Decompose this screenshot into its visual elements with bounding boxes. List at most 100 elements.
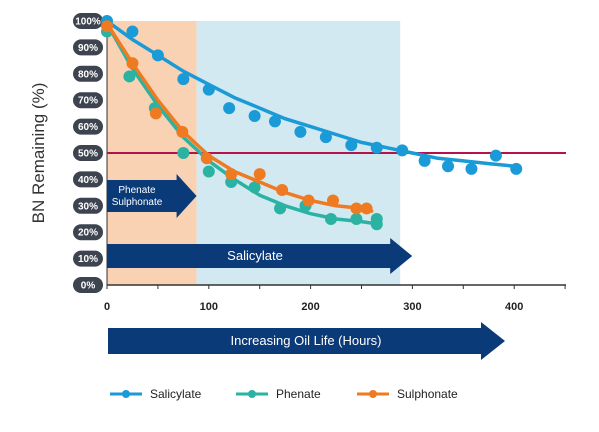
arrow-label: Increasing Oil Life (Hours) bbox=[231, 333, 382, 348]
salicylate-point bbox=[248, 110, 261, 123]
phenate-trend-line bbox=[105, 21, 382, 227]
y-tick: 70% bbox=[73, 92, 103, 109]
legend-label: Salicylate bbox=[150, 387, 202, 401]
salicylate-point bbox=[126, 25, 139, 38]
salicylate-point bbox=[465, 162, 478, 175]
y-tick-label: 70% bbox=[78, 96, 98, 107]
legend-marker bbox=[122, 390, 130, 398]
salicylate-point bbox=[294, 125, 307, 138]
axes bbox=[106, 15, 566, 289]
salicylate-point bbox=[268, 115, 281, 128]
y-axis-label: BN Remaining (%) bbox=[29, 83, 48, 224]
y-tick-pill bbox=[73, 224, 103, 241]
sulphonate-trend-line bbox=[105, 21, 374, 213]
phenate-point bbox=[202, 165, 215, 178]
y-tick-label: 10% bbox=[78, 254, 98, 265]
sulphonate-point bbox=[200, 152, 213, 165]
sulphonate-point bbox=[149, 107, 162, 120]
y-tick: 10% bbox=[73, 250, 103, 267]
salicylate-point bbox=[319, 131, 332, 144]
salicylate-point bbox=[396, 144, 409, 157]
sulphonate-point bbox=[326, 194, 339, 207]
x-tick-label: 200 bbox=[301, 301, 319, 313]
y-tick-pill bbox=[73, 145, 103, 161]
phenate-point bbox=[123, 70, 136, 83]
sulphonate-point bbox=[360, 202, 373, 215]
x-tick-label: 100 bbox=[200, 301, 218, 313]
legend-item-salicylate: Salicylate bbox=[110, 387, 202, 401]
salicylate-point bbox=[177, 73, 190, 86]
legend-label: Sulphonate bbox=[397, 387, 458, 401]
y-tick-label: 20% bbox=[78, 228, 98, 239]
x-axis-ticks: 0 100 200 300 400 bbox=[104, 301, 523, 313]
y-tick-pill bbox=[73, 65, 103, 82]
salicylate-trend-line bbox=[105, 19, 516, 168]
sulphonate-point bbox=[225, 168, 238, 181]
y-tick-label: 90% bbox=[78, 43, 98, 54]
sulphonate-point bbox=[253, 168, 266, 181]
y-tick: 60% bbox=[73, 118, 103, 135]
salicylate-arrow: Salicylate bbox=[107, 238, 413, 274]
y-tick-label: 60% bbox=[78, 122, 98, 133]
y-tick: 30% bbox=[73, 197, 103, 214]
arrow-label: Salicylate bbox=[227, 248, 283, 263]
salicylate-point bbox=[223, 102, 236, 115]
sulphonate-point bbox=[101, 20, 113, 33]
phenate-point bbox=[370, 218, 383, 231]
phenate-point bbox=[177, 147, 190, 159]
y-tick-label: 40% bbox=[78, 175, 98, 186]
y-tick-label: 100% bbox=[75, 17, 101, 28]
salicylate-point bbox=[442, 160, 455, 173]
y-tick-pill bbox=[73, 13, 103, 29]
phenate-point bbox=[274, 202, 287, 215]
arrow-label-line1: Phenate bbox=[118, 185, 156, 196]
y-tick-label: 80% bbox=[78, 69, 98, 80]
y-tick-pill bbox=[73, 92, 103, 109]
salicylate-point bbox=[510, 162, 523, 175]
y-axis-ticks: 0% 10% 20% 30% 40% 50% 60% 70% 80% 90% 100% bbox=[73, 13, 103, 293]
sulphonate-point bbox=[302, 194, 315, 207]
y-tick-label: 0% bbox=[81, 281, 96, 292]
y-tick-pill bbox=[73, 250, 103, 267]
legend-label: Phenate bbox=[276, 387, 321, 401]
phenate-point bbox=[324, 213, 337, 225]
legend: Salicylate Phenate Sulphonate bbox=[110, 387, 458, 401]
salicylate-point bbox=[151, 49, 164, 62]
y-tick-pill bbox=[73, 171, 103, 188]
y-tick-pill bbox=[73, 277, 103, 293]
y-tick-pill bbox=[73, 197, 103, 214]
y-tick: 40% bbox=[73, 171, 103, 188]
arrow-shape bbox=[108, 322, 505, 360]
salicylate-point bbox=[345, 139, 358, 152]
phenate-point bbox=[350, 213, 363, 225]
legend-marker bbox=[369, 390, 377, 398]
x-tick-label: 300 bbox=[403, 301, 421, 313]
x-tick-label: 0 bbox=[104, 301, 110, 313]
y-tick-pill bbox=[73, 118, 103, 135]
salicylate-point bbox=[202, 83, 215, 96]
legend-marker bbox=[248, 390, 256, 398]
y-tick: 50% bbox=[73, 145, 103, 161]
y-tick: 90% bbox=[73, 39, 103, 56]
phenate-point bbox=[248, 181, 261, 194]
sulphonate-point bbox=[126, 57, 139, 70]
arrow-shape bbox=[107, 238, 413, 274]
arrow-label-line2: Sulphonate bbox=[112, 197, 163, 208]
y-tick-pill bbox=[73, 39, 103, 56]
sulphonate-point bbox=[176, 125, 189, 138]
series-layer bbox=[101, 15, 523, 231]
oil-life-arrow: Increasing Oil Life (Hours) bbox=[108, 322, 505, 360]
y-tick: 100% bbox=[73, 13, 103, 29]
arrow-shape bbox=[107, 174, 197, 218]
y-tick-label: 50% bbox=[78, 149, 98, 160]
x-tick-label: 400 bbox=[505, 301, 523, 313]
sulphonate-point bbox=[276, 183, 289, 196]
series-sulphonate bbox=[101, 20, 374, 215]
sulphonate-point bbox=[350, 202, 363, 215]
series-salicylate bbox=[101, 15, 523, 175]
y-tick: 80% bbox=[73, 65, 103, 82]
legend-item-phenate: Phenate bbox=[236, 387, 321, 401]
